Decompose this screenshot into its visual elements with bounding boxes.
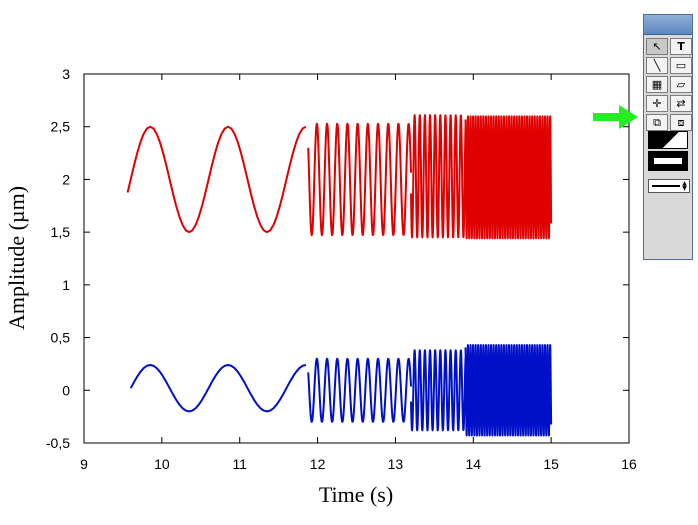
x-tick-label: 10	[154, 456, 170, 472]
y-tick-label: 0,5	[51, 330, 71, 346]
y-tick-label: 1	[62, 277, 70, 293]
eraser-tool-icon[interactable]: ▱	[670, 76, 692, 93]
select-arrow-icon[interactable]: ↖	[646, 38, 668, 55]
green-arrow-icon	[593, 105, 638, 129]
y-tick-label: 1,5	[51, 224, 71, 240]
line-width-stepper[interactable]: ▲ ▼	[648, 179, 690, 193]
x-tick-label: 15	[543, 456, 559, 472]
x-tick-label: 12	[310, 456, 326, 472]
series-line-1	[126, 114, 553, 240]
x-tick-label: 16	[621, 456, 637, 472]
x-tick-label: 13	[388, 456, 404, 472]
y-tick-label: 2	[62, 171, 70, 187]
bring-front-icon[interactable]: ⧉	[646, 114, 668, 131]
axis-ticks: 9 10 11 12 13 14 15 16 -0,5 0 0,5 1 1,5 2 2,5 3	[46, 66, 637, 472]
y-tick-label: 3	[62, 66, 70, 82]
x-tick-label: 14	[465, 456, 481, 472]
crosshair-tool-icon[interactable]: ✛	[646, 95, 668, 112]
fill-color-swatch[interactable]	[648, 131, 688, 149]
series-layer	[126, 114, 553, 437]
rectangle-tool-icon[interactable]: ▭	[670, 57, 692, 74]
y-tick-label: -0,5	[46, 435, 70, 451]
y-axis-label: Amplitude (µm)	[4, 186, 29, 330]
x-tick-label: 9	[80, 456, 88, 472]
series-line-2	[129, 344, 553, 437]
connector-tool-icon[interactable]: ⇄	[670, 95, 692, 112]
plot-frame	[83, 73, 630, 444]
table-tool-icon[interactable]: ▦	[646, 76, 668, 93]
send-back-icon[interactable]: ⧈	[670, 114, 692, 131]
x-axis-label: Time (s)	[319, 482, 393, 507]
text-tool-icon[interactable]: T	[670, 38, 692, 55]
palette-titlebar[interactable]	[644, 15, 692, 35]
line-tool-icon[interactable]: ╲	[646, 57, 668, 74]
tool-palette: ↖ T ╲ ▭ ▦ ▱ ✛ ⇄ ⧉ ⧈ ▲ ▼	[643, 14, 693, 260]
x-tick-label: 11	[232, 456, 247, 472]
line-color-swatch[interactable]	[648, 151, 688, 171]
y-tick-label: 0	[62, 382, 70, 398]
y-tick-label: 2,5	[51, 119, 71, 135]
spinner-arrows-icon[interactable]: ▲ ▼	[682, 180, 687, 192]
